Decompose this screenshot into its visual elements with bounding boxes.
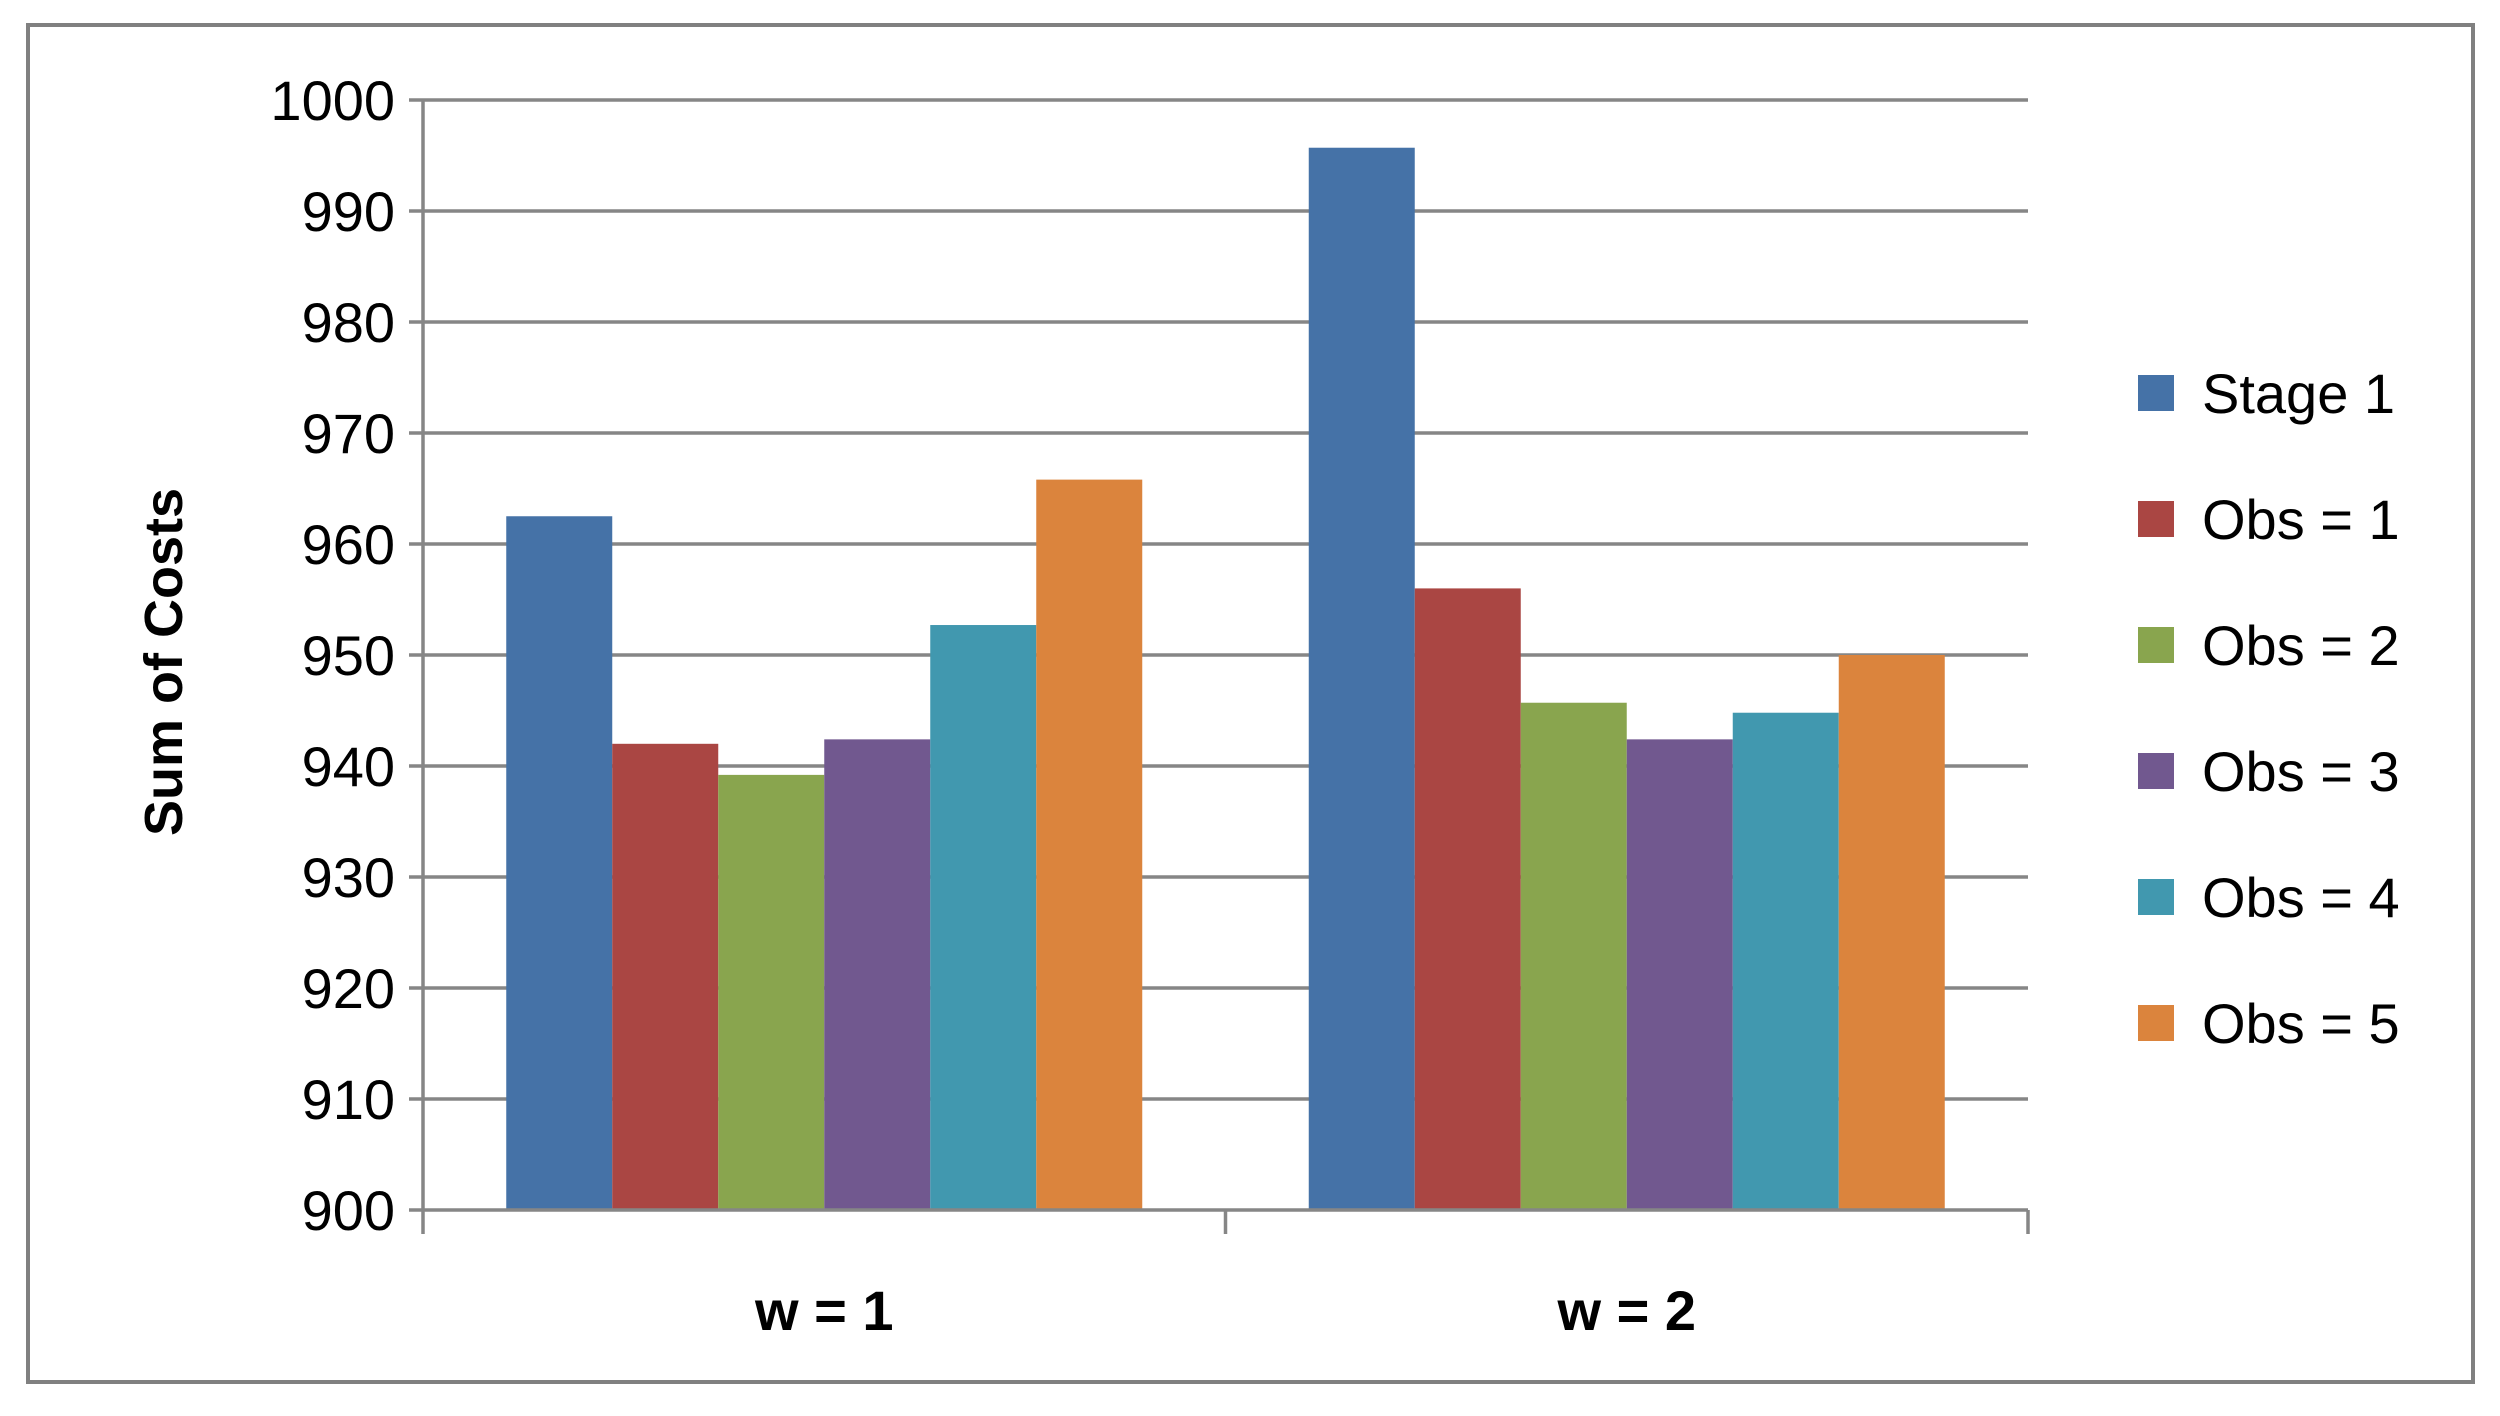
y-tick-label: 930 [302, 846, 395, 909]
bar [1838, 655, 1945, 1210]
y-axis-label: Sum of Costs [134, 488, 194, 836]
tick-labels: 900 910 920 930 940 950 960 970 980 990 1000 w = 1 w… [270, 69, 1696, 1342]
x-tick-label: w = 2 [1556, 1279, 1696, 1342]
y-tick-label: 1000 [270, 69, 395, 132]
y-tick-label: 950 [302, 624, 395, 687]
bar [1414, 588, 1521, 1210]
legend-label: Stage 1 [2202, 362, 2395, 425]
y-tick-label: 900 [302, 1179, 395, 1242]
bar [1626, 739, 1733, 1210]
legend-swatch [2138, 501, 2174, 537]
bar [824, 739, 931, 1210]
legend-label: Obs = 2 [2202, 614, 2400, 677]
bar [612, 743, 719, 1210]
bar [930, 625, 1037, 1210]
legend-swatch [2138, 627, 2174, 663]
bar [718, 774, 825, 1210]
legend-swatch [2138, 375, 2174, 411]
legend: Stage 1 Obs = 1 Obs = 2 Obs = 3 Obs = 4 Obs =… [2138, 362, 2400, 1055]
y-tick-label: 910 [302, 1068, 395, 1131]
y-tick-label: 970 [302, 402, 395, 465]
bar [1732, 712, 1839, 1210]
y-tick-label: 940 [302, 735, 395, 798]
bar [506, 516, 613, 1210]
bar [1036, 479, 1143, 1210]
y-tick-label: 990 [302, 180, 395, 243]
legend-swatch [2138, 1005, 2174, 1041]
legend-label: Obs = 5 [2202, 992, 2400, 1055]
legend-swatch [2138, 879, 2174, 915]
legend-label: Obs = 4 [2202, 866, 2400, 929]
legend-swatch [2138, 753, 2174, 789]
y-tick-label: 980 [302, 291, 395, 354]
y-tick-label: 960 [302, 513, 395, 576]
bar [1520, 702, 1627, 1210]
legend-label: Obs = 1 [2202, 488, 2400, 551]
chart-border [26, 23, 2475, 1384]
x-tick-label: w = 1 [754, 1279, 894, 1342]
axes [409, 98, 2030, 1234]
bars [506, 147, 1945, 1211]
bar [1308, 147, 1415, 1211]
y-tick-label: 920 [302, 957, 395, 1020]
legend-label: Obs = 3 [2202, 740, 2400, 803]
